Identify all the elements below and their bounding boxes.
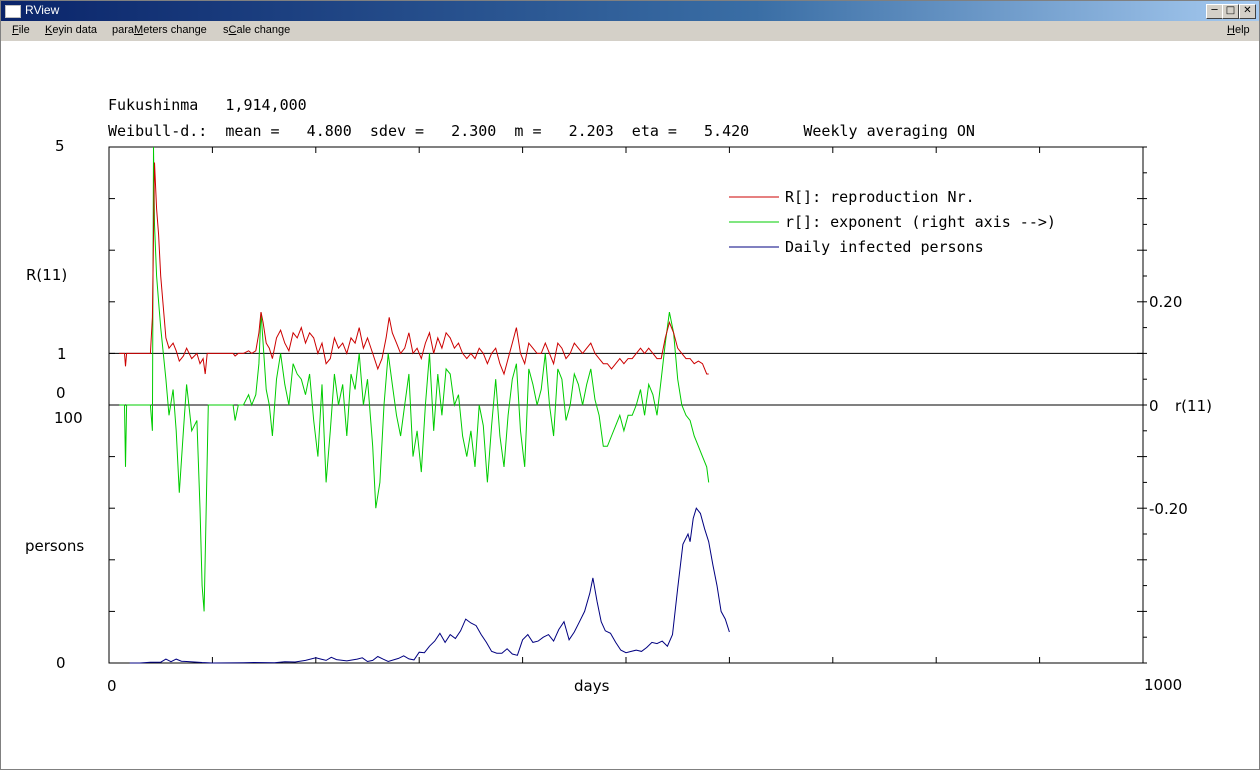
region-population-text: Fukushinma 1,914,000 — [108, 96, 307, 114]
menu-keyin-data[interactable]: Keyin data — [45, 24, 97, 36]
title-bar[interactable]: RView ─ □ ✕ — [1, 1, 1259, 21]
left-tick-r-1: 1 — [57, 345, 67, 363]
legend: R[]: reproduction Nr. r[]: exponent (rig… — [729, 188, 1056, 256]
right-tick-minus-0-20: -0.20 — [1149, 500, 1188, 518]
left-tick-persons-0: 0 — [56, 654, 66, 672]
window-app-icon — [5, 5, 21, 18]
window-title: RView — [25, 3, 60, 17]
close-icon[interactable]: ✕ — [1239, 4, 1256, 19]
right-tick-0: 0 — [1149, 397, 1159, 415]
right-axis-label: r(11) — [1175, 397, 1212, 415]
legend-label-daily-infected: Daily infected persons — [785, 238, 984, 256]
x-axis-label: days — [574, 677, 610, 695]
menu-scale-change[interactable]: sCale change — [223, 24, 291, 36]
chart-area: Fukushinma 1,914,000 Weibull-d.: mean = … — [25, 96, 1212, 695]
left-tick-r-5: 5 — [55, 137, 65, 155]
left-axis-label-r: R(11) — [26, 266, 67, 284]
legend-label-exponent: r[]: exponent (right axis -->) — [785, 213, 1056, 231]
minimize-icon[interactable]: ─ — [1206, 4, 1223, 19]
menu-file[interactable]: File — [12, 24, 30, 36]
series-line-daily-infected — [129, 507, 730, 664]
x-tick-1000: 1000 — [1144, 676, 1182, 694]
weibull-params-text: Weibull-d.: mean = 4.800 sdev = 2.300 m … — [108, 122, 975, 140]
menu-parameters-change[interactable]: paraMeters change — [112, 24, 207, 36]
menu-bar: File Keyin data paraMeters change sCale … — [1, 21, 1259, 41]
series-line-exponent — [119, 146, 710, 612]
series-line-reproduction — [119, 162, 709, 376]
x-tick-0: 0 — [107, 677, 117, 695]
left-tick-r-0: 0 — [56, 384, 66, 402]
left-axis-label-persons: persons — [25, 537, 84, 555]
left-tick-persons-100: 100 — [54, 409, 83, 427]
menu-help[interactable]: Help — [1227, 24, 1250, 36]
legend-label-reproduction: R[]: reproduction Nr. — [785, 188, 975, 206]
right-tick-0-20: 0.20 — [1149, 293, 1182, 311]
maximize-icon[interactable]: □ — [1222, 4, 1239, 19]
